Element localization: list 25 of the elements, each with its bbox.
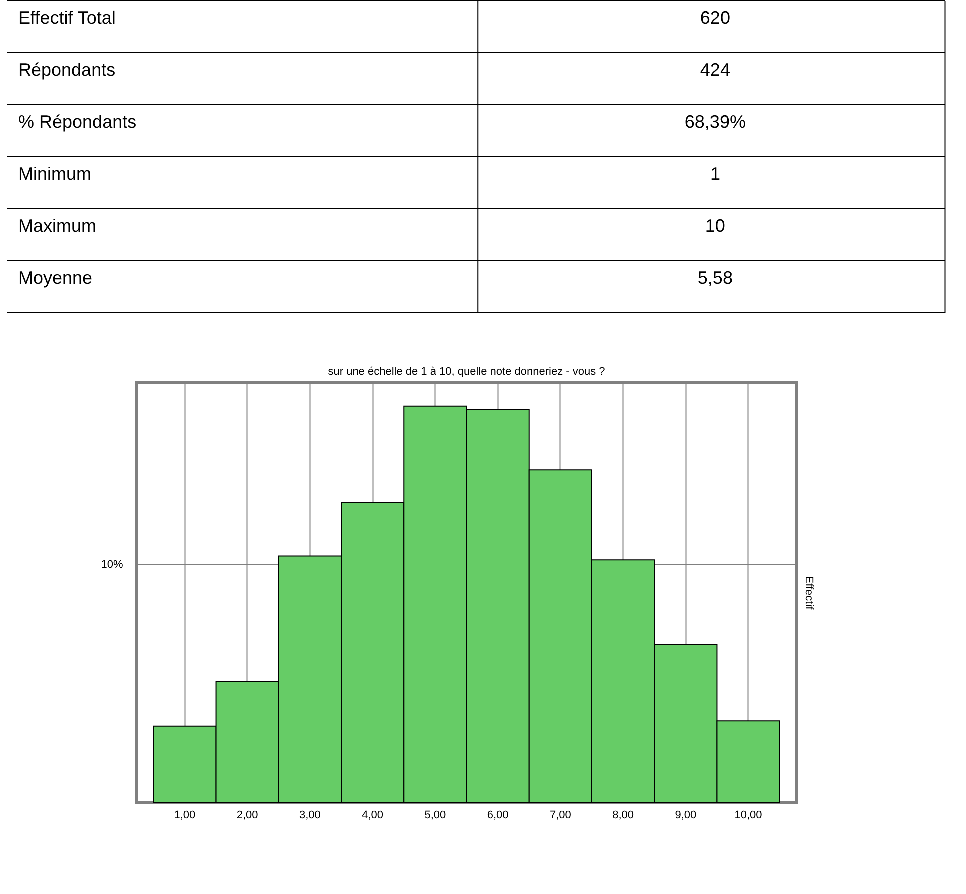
- x-tick-label: 10,00: [734, 810, 762, 822]
- x-tick-label: 8,00: [612, 810, 634, 822]
- y-tick-label: 10%: [101, 558, 124, 571]
- text: Effectif Total: [18, 8, 116, 28]
- text: Moyenne: [18, 268, 93, 288]
- x-tick-label: 7,00: [550, 810, 572, 822]
- x-tick-label: 2,00: [236, 810, 258, 822]
- text: 424: [700, 60, 730, 80]
- text: Répondants: [18, 60, 116, 80]
- y-axis-title: Effectif: [802, 576, 815, 611]
- text: 620: [700, 8, 730, 28]
- text: Maximum: [18, 216, 97, 236]
- x-tick-label: 5,00: [424, 810, 446, 822]
- text: Minimum: [18, 164, 92, 184]
- x-tick-label: 4,00: [362, 810, 384, 822]
- text: 5,58: [698, 268, 733, 288]
- text: 1: [710, 164, 720, 184]
- text: 68,39%: [684, 112, 746, 132]
- chart-title: sur une échelle de 1 à 10, quelle note donneriez - vous ?: [328, 366, 606, 378]
- x-tick-label: 1,00: [174, 810, 196, 822]
- x-tick-label: 9,00: [675, 810, 697, 822]
- x-tick-label: 6,00: [487, 810, 509, 822]
- text: % Répondants: [18, 112, 137, 132]
- x-tick-label: 3,00: [299, 810, 321, 822]
- text: 10: [705, 216, 726, 236]
